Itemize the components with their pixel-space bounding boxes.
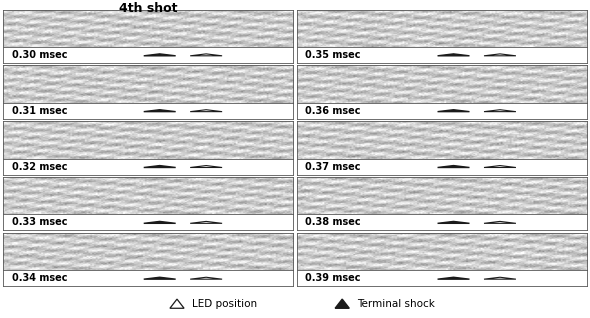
Polygon shape — [144, 277, 176, 279]
Text: 0.38 msec: 0.38 msec — [306, 218, 361, 227]
Polygon shape — [438, 221, 470, 223]
Text: 0.39 msec: 0.39 msec — [306, 273, 361, 283]
Polygon shape — [438, 277, 470, 279]
Text: LED position: LED position — [192, 299, 257, 309]
Polygon shape — [144, 54, 176, 56]
Polygon shape — [144, 110, 176, 112]
Polygon shape — [438, 166, 470, 168]
Text: 0.36 msec: 0.36 msec — [306, 106, 361, 116]
Text: 0.30 msec: 0.30 msec — [12, 50, 67, 60]
Polygon shape — [335, 299, 349, 308]
Polygon shape — [144, 166, 176, 168]
Text: 4th shot: 4th shot — [119, 2, 178, 15]
Polygon shape — [144, 221, 176, 223]
Text: 0.32 msec: 0.32 msec — [12, 162, 67, 171]
Text: Terminal shock: Terminal shock — [357, 299, 435, 309]
Polygon shape — [438, 110, 470, 112]
Text: 0.31 msec: 0.31 msec — [12, 106, 67, 116]
Text: 0.33 msec: 0.33 msec — [12, 218, 67, 227]
Text: 0.35 msec: 0.35 msec — [306, 50, 361, 60]
Polygon shape — [438, 54, 470, 56]
Text: 0.34 msec: 0.34 msec — [12, 273, 67, 283]
Text: 0.37 msec: 0.37 msec — [306, 162, 361, 171]
